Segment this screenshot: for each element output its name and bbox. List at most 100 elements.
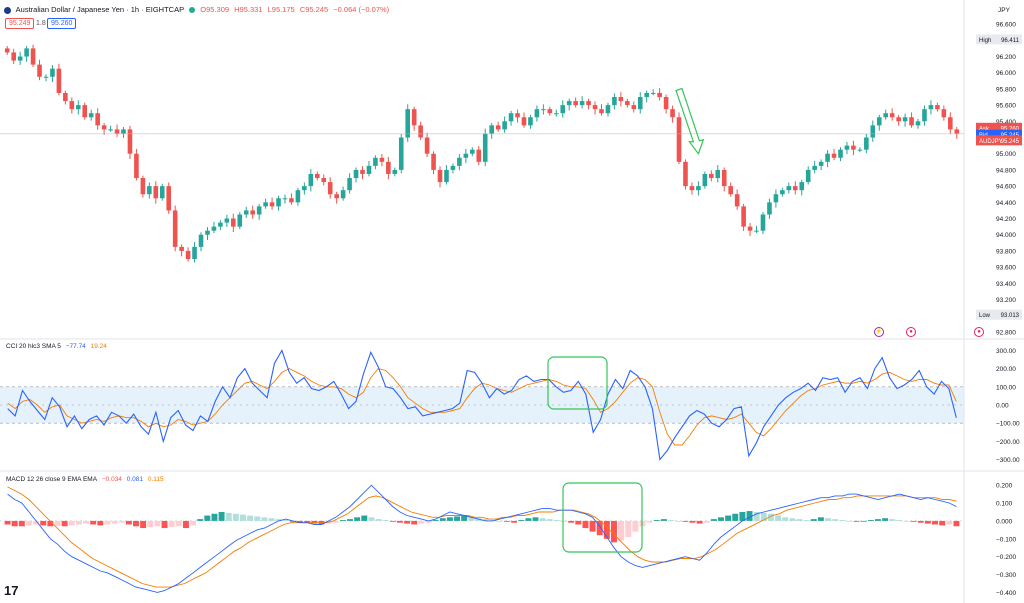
macd-histogram-bar xyxy=(275,519,282,521)
candle-body xyxy=(308,173,314,187)
candle-body xyxy=(883,113,889,118)
candle-body xyxy=(657,92,662,98)
macd-histogram-bar xyxy=(218,511,225,521)
macd-histogram-bar xyxy=(632,520,639,532)
macd-histogram-bar xyxy=(425,520,432,523)
alert-icon[interactable]: ● xyxy=(974,327,984,337)
candle-body xyxy=(780,190,785,195)
macd-histogram-bar xyxy=(396,520,403,523)
candle-body xyxy=(948,117,953,130)
macd-histogram-bar xyxy=(525,518,532,521)
candle-body xyxy=(637,97,643,110)
lightning-icon[interactable]: ⚡ xyxy=(874,327,884,337)
macd-histogram-bar xyxy=(168,520,175,528)
candle-body xyxy=(392,169,398,174)
candle-body xyxy=(812,165,817,170)
candle-body xyxy=(444,169,449,183)
macd-histogram-bar xyxy=(703,520,710,523)
price-tick-label: 94.200 xyxy=(996,216,1016,223)
candle-body xyxy=(508,113,514,122)
sell-button[interactable]: 95.249 xyxy=(5,18,35,29)
candle-body xyxy=(915,121,921,126)
macd-histogram-bar xyxy=(240,514,246,521)
macd-histogram-bar xyxy=(825,518,831,521)
candle-body xyxy=(360,169,365,174)
candle-body xyxy=(237,214,243,227)
candle-body xyxy=(166,186,172,211)
macd-legend[interactable]: MACD 12 26 close 9 EMA EMA −0.034 0.081 … xyxy=(6,476,167,483)
annotation-arrow xyxy=(675,87,705,155)
ohlc-open: O95.309 xyxy=(200,5,230,14)
macd-histogram-bar xyxy=(83,520,90,524)
candle-body xyxy=(876,117,882,126)
candle-body xyxy=(851,145,856,150)
candle-body xyxy=(747,226,753,231)
candle-body xyxy=(37,64,42,77)
candle-body xyxy=(121,129,126,134)
macd-histogram-bar xyxy=(297,520,304,523)
macd-histogram-bar xyxy=(382,520,389,521)
macd-histogram-bar xyxy=(946,520,953,525)
macd-histogram-bar xyxy=(546,519,553,521)
macd-histogram-bar xyxy=(853,520,860,522)
macd-histogram-bar xyxy=(232,513,239,521)
candle-body xyxy=(786,186,792,191)
buy-button[interactable]: 95.260 xyxy=(47,18,77,29)
candle-body xyxy=(269,202,275,207)
symbol-flag-icon xyxy=(4,6,11,14)
symbol-title[interactable]: Australian Dollar / Japanese Yen · 1h · … xyxy=(15,5,185,14)
candle-body xyxy=(353,169,359,179)
macd-histogram-bar xyxy=(432,520,439,521)
candle-body xyxy=(431,153,436,170)
macd-histogram-bar xyxy=(696,520,703,524)
candle-body xyxy=(573,101,578,106)
candle-body xyxy=(463,153,469,158)
cci-tick-label: −100.00 xyxy=(996,421,1020,428)
macd-histogram-bar xyxy=(225,512,232,521)
macd-histogram-bar xyxy=(596,520,603,536)
candle-body xyxy=(896,117,901,122)
candle-body xyxy=(82,105,88,118)
candle-body xyxy=(282,198,288,200)
candle-body xyxy=(340,190,346,199)
candle-body xyxy=(302,186,307,191)
candle-body xyxy=(470,149,475,154)
candle-body xyxy=(373,157,378,166)
macd-histogram-bar xyxy=(361,515,368,521)
macd-histogram-bar xyxy=(611,520,617,543)
target-icon[interactable]: ● xyxy=(906,327,916,337)
macd-histogram-bar xyxy=(917,520,924,523)
macd-histogram-bar xyxy=(575,520,582,525)
candle-body xyxy=(250,210,255,215)
candle-body xyxy=(153,186,159,199)
macd-histogram-bar xyxy=(496,520,503,522)
high-tag-value: 96.411 xyxy=(1001,38,1020,44)
cci-tick-label: −300.00 xyxy=(996,457,1020,464)
macd-histogram-bar xyxy=(561,520,568,522)
candle-body xyxy=(88,113,94,118)
macd-histogram-bar xyxy=(603,520,610,539)
macd-histogram-bar xyxy=(782,517,789,521)
candle-body xyxy=(902,117,908,122)
macd-histogram-bar xyxy=(646,520,653,523)
candle-body xyxy=(289,198,294,203)
macd-histogram-bar xyxy=(625,520,632,537)
macd-title: MACD 12 26 close 9 EMA EMA xyxy=(6,476,98,483)
macd-histogram-bar xyxy=(725,515,732,521)
cci-legend[interactable]: CCI 20 hlc3 SMA 5 −77.74 19.24 xyxy=(6,343,110,350)
candle-body xyxy=(379,157,385,162)
macd-histogram-bar xyxy=(47,520,54,527)
candle-body xyxy=(418,125,423,138)
candle-body xyxy=(17,56,23,61)
macd-histogram-bar xyxy=(653,520,660,521)
macd-histogram-bar xyxy=(682,520,689,522)
candle-body xyxy=(650,92,656,94)
candle-body xyxy=(515,113,520,118)
macd-histogram-bar xyxy=(532,517,539,521)
candle-body xyxy=(476,149,482,162)
candle-body xyxy=(560,105,566,114)
candle-body xyxy=(909,117,914,126)
candle-body xyxy=(314,173,320,179)
price-tick-label: 95.400 xyxy=(996,119,1016,126)
